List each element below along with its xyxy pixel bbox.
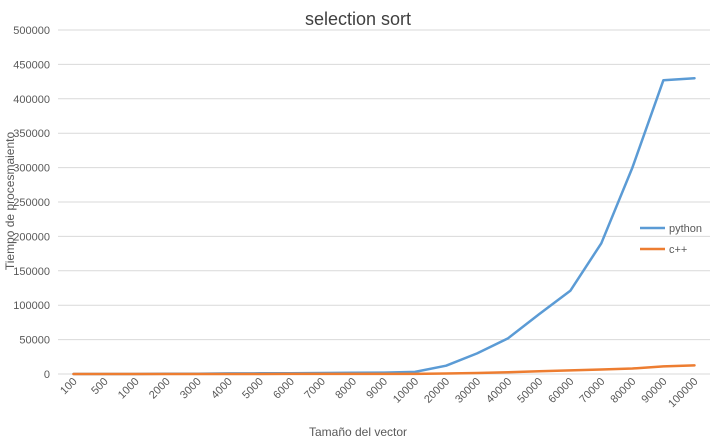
y-tick-label: 0 — [44, 369, 50, 381]
grid-lines — [58, 29, 710, 375]
y-tick-label: 150000 — [13, 266, 50, 278]
y-axis-ticks: 0 50000 100000 150000 200000 250000 300000 3500… — [13, 25, 50, 381]
y-tick-label: 50000 — [19, 335, 50, 347]
y-tick-label: 200000 — [13, 231, 50, 243]
y-axis-label: Tiempo de procesmaiento — [3, 132, 17, 271]
y-tick-label: 250000 — [13, 197, 50, 209]
x-axis-label: Tamaño del vector — [309, 425, 407, 439]
y-tick-label: 450000 — [13, 59, 50, 71]
series-line-c- — [72, 364, 696, 376]
legend-label: python — [669, 223, 702, 235]
y-tick-label: 350000 — [13, 128, 50, 140]
chart-title: selection sort — [305, 9, 411, 29]
y-tick-label: 500000 — [13, 25, 50, 37]
y-tick-label: 400000 — [13, 94, 50, 106]
legend: python c++ — [640, 223, 702, 256]
y-tick-label: 300000 — [13, 163, 50, 175]
series-lines — [72, 76, 696, 376]
y-tick-label: 100000 — [13, 300, 50, 312]
legend-label: c++ — [669, 244, 687, 256]
